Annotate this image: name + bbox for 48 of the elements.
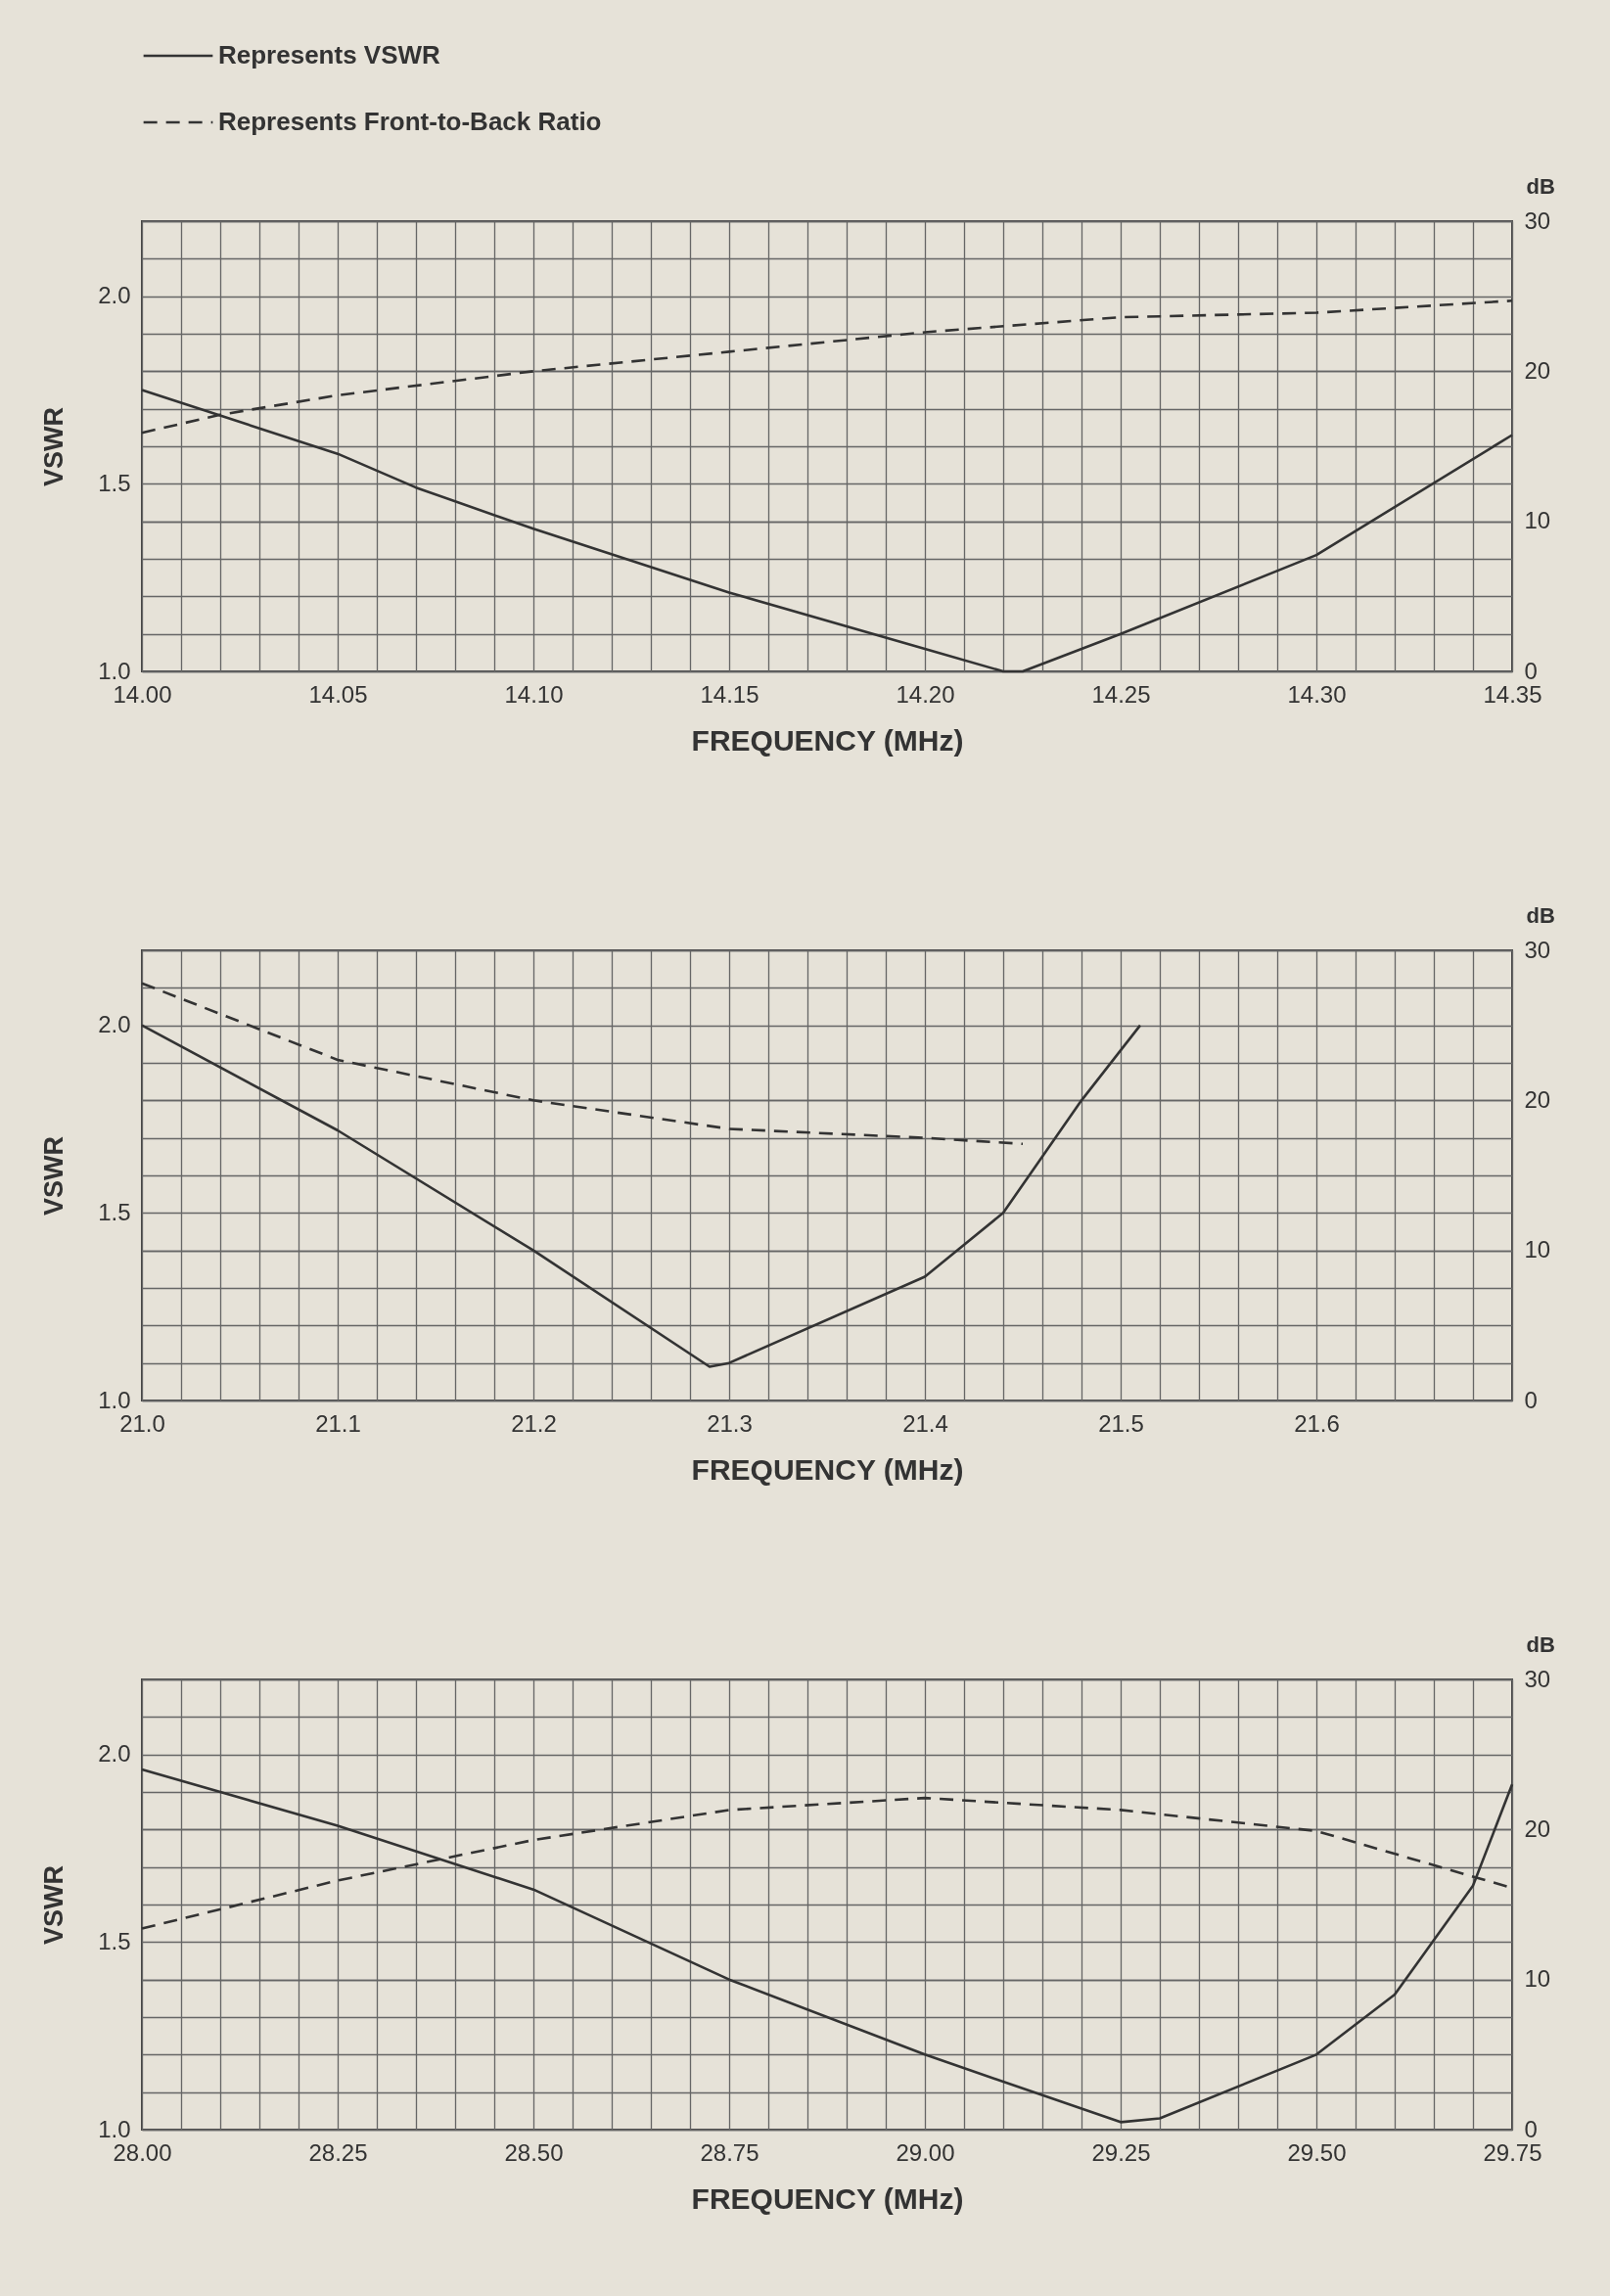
y2-axis-title: dB [1526,902,1555,928]
x-tick-label: 14.30 [1287,680,1347,708]
y2-tick-label: 20 [1524,1085,1551,1113]
legend-label: Represents Front-to-Back Ratio [218,107,602,136]
y2-tick-label: 20 [1524,356,1551,384]
y-axis-title: VSWR [39,1865,69,1945]
y-tick-label: 1.5 [98,1927,131,1954]
y-axis-title: VSWR [39,407,69,486]
y-tick-label: 1.5 [98,469,131,496]
x-tick-label: 28.75 [700,2138,759,2166]
y2-tick-label: 30 [1524,207,1551,234]
y2-axis-title: dB [1526,173,1555,199]
x-tick-label: 14.20 [896,680,955,708]
x-tick-label: 14.15 [700,680,759,708]
y2-tick-label: 30 [1524,936,1551,963]
x-axis-title: FREQUENCY (MHz) [691,1452,964,1486]
x-tick-label: 21.2 [511,1409,557,1437]
y2-tick-label: 10 [1524,507,1551,534]
line-series [140,982,1025,1146]
y2-tick-label: 10 [1524,1965,1551,1993]
y-tick-label: 2.0 [98,1740,131,1768]
x-tick-label: 29.50 [1287,2138,1347,2166]
x-tick-label: 21.5 [1098,1409,1144,1437]
y-tick-label: 1.5 [98,1198,131,1225]
x-axis-title: FREQUENCY (MHz) [691,723,964,757]
y2-tick-label: 20 [1524,1814,1551,1842]
x-tick-label: 28.50 [504,2138,564,2166]
x-tick-label: 28.25 [308,2138,368,2166]
y-axis-title: VSWR [39,1136,69,1216]
x-tick-label: 21.6 [1294,1409,1340,1437]
legend-label: Represents VSWR [218,40,441,69]
y2-tick-label: 0 [1524,1386,1538,1413]
x-tick-label: 21.4 [902,1409,948,1437]
line-series [140,1768,1514,2124]
line-series [140,1024,1142,1368]
y-tick-label: 2.0 [98,1011,131,1038]
x-tick-label: 29.25 [1091,2138,1151,2166]
x-tick-label: 21.1 [315,1409,361,1437]
x-tick-label: 14.10 [504,680,564,708]
y2-tick-label: 10 [1524,1236,1551,1263]
y-tick-label: 2.0 [98,282,131,309]
y2-axis-title: dB [1526,1631,1555,1657]
x-tick-label: 14.25 [1091,680,1151,708]
y2-tick-label: 30 [1524,1665,1551,1692]
x-axis-title: FREQUENCY (MHz) [691,2181,964,2215]
x-tick-label: 21.3 [707,1409,753,1437]
x-tick-label: 14.05 [308,680,368,708]
x-tick-label: 29.00 [896,2138,955,2166]
